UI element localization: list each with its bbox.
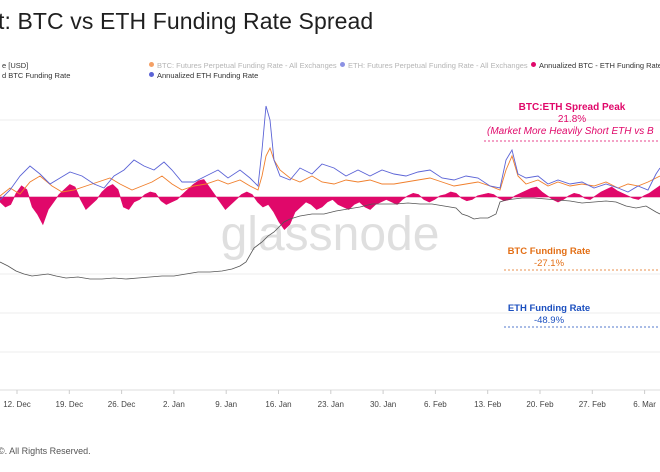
legend-price-label: e [USD]	[2, 61, 29, 70]
legend-eth-futures-label: ETH: Futures Perpetual Funding Rate - Al…	[348, 61, 528, 70]
btc-funding-line	[0, 146, 660, 197]
x-tick-label: 12. Dec	[3, 400, 31, 409]
legend-spread[interactable]: Annualized BTC - ETH Funding Rate S	[531, 61, 660, 70]
legend-eth-annualized-label: Annualized ETH Funding Rate	[157, 71, 259, 80]
eth-annotation-value: -48.9%	[534, 315, 565, 326]
eth-funding-line	[0, 105, 660, 201]
legend-price[interactable]: e [USD]	[0, 61, 28, 70]
peak-annotation-value: 21.8%	[558, 114, 586, 125]
spread-area-series	[0, 179, 660, 230]
x-tick-label: 13. Feb	[474, 400, 502, 409]
x-tick-label: 16. Jan	[265, 400, 291, 409]
x-tick-label: 26. Dec	[108, 400, 136, 409]
eth-futures-legend-icon	[340, 62, 345, 67]
btc-annotation-value: -27.1%	[534, 258, 565, 269]
x-tick-label: 6. Feb	[424, 400, 447, 409]
legend-eth-futures[interactable]: ETH: Futures Perpetual Funding Rate - Al…	[340, 61, 528, 70]
grid-lines	[0, 119, 660, 391]
legend-spread-label: Annualized BTC - ETH Funding Rate S	[539, 61, 660, 70]
x-tick-label: 19. Dec	[56, 400, 84, 409]
btc-annotation-title: BTC Funding Rate	[508, 246, 591, 257]
legend-eth-annualized[interactable]: Annualized ETH Funding Rate	[149, 71, 258, 80]
watermark: glassnode	[221, 208, 440, 261]
eth-legend-icon	[149, 72, 154, 77]
x-tick-label: 2. Jan	[163, 400, 185, 409]
legend-btc-annualized[interactable]: d BTC Funding Rate	[0, 71, 70, 80]
peak-annotation-note: (Market More Heavily Short ETH vs B	[487, 126, 654, 137]
x-tick-label: 23. Jan	[318, 400, 344, 409]
price-line	[0, 197, 660, 280]
btc-futures-legend-icon	[149, 62, 154, 67]
legend-btc-futures[interactable]: BTC: Futures Perpetual Funding Rate - Al…	[149, 61, 337, 70]
x-axis: 12. Dec 19. Dec 26. Dec 2. Jan 9. Jan 16. Jan…	[3, 390, 656, 409]
x-tick-label: 30. Jan	[370, 400, 396, 409]
spread-legend-icon	[531, 62, 536, 67]
eth-annotation-title: ETH Funding Rate	[508, 303, 590, 314]
x-tick-label: 27. Feb	[579, 400, 607, 409]
x-tick-label: 6. Mar	[633, 400, 656, 409]
x-tick-label: 20. Feb	[526, 400, 554, 409]
legend-btc-annualized-label: d BTC Funding Rate	[2, 71, 71, 80]
legend-btc-futures-label: BTC: Futures Perpetual Funding Rate - Al…	[157, 61, 337, 70]
chart-title: t: BTC vs ETH Funding Rate Spread	[0, 8, 374, 34]
peak-annotation-title: BTC:ETH Spread Peak	[519, 102, 626, 113]
copyright-footer: ©. All Rights Reserved.	[0, 446, 91, 456]
x-tick-label: 9. Jan	[215, 400, 237, 409]
